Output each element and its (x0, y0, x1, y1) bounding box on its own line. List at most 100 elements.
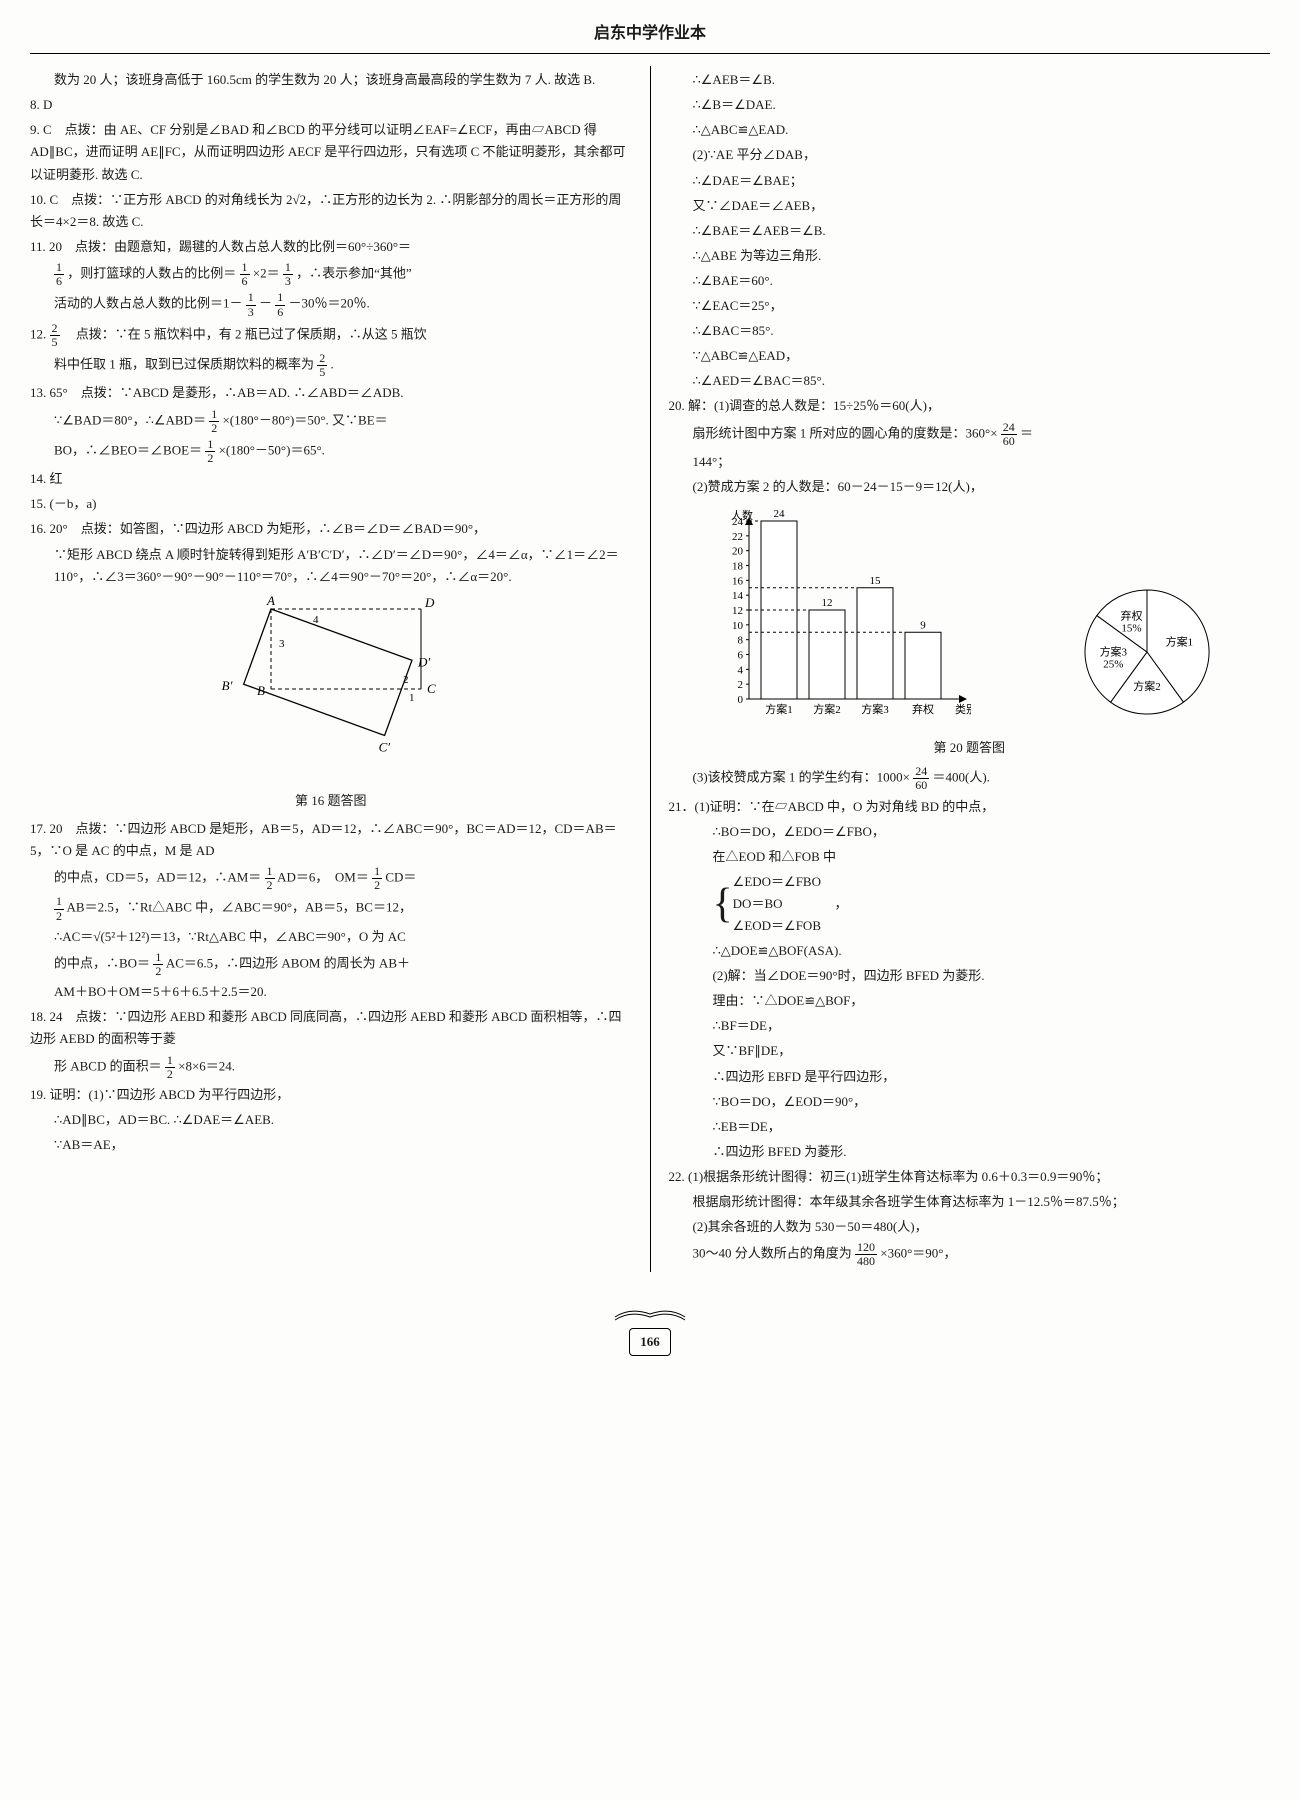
svg-text:B: B (257, 683, 265, 698)
svg-text:15%: 15% (1122, 623, 1142, 635)
text: 点拨：∵在 5 瓶饮料中，有 2 瓶已过了保质期，∴从这 5 瓶饮 (63, 326, 427, 341)
text: ∴四边形 BFED 为菱形. (669, 1141, 1271, 1163)
text: 理由：∵△DOE≌△BOF， (669, 990, 1271, 1012)
pie-chart: 方案1方案2方案325%弃权15% (1067, 577, 1227, 727)
text: 在△EOD 和△FOB 中 (669, 846, 1271, 868)
footer: 166 (30, 1302, 1270, 1356)
figure-20-caption: 第 20 题答图 (669, 737, 1271, 759)
svg-text:方案1: 方案1 (1166, 635, 1194, 649)
fraction: 12 (209, 408, 219, 435)
text: ∴∠BAC＝85°. (669, 320, 1271, 342)
svg-text:16: 16 (732, 575, 744, 587)
text: －30％＝20％. (289, 296, 370, 311)
text: ×8×6＝24. (178, 1058, 235, 1073)
text: ∵∠BAD＝80°，∴∠ABD＝ (54, 412, 206, 427)
text: AM＋BO＋OM＝5＋6＋6.5＋2.5＝20. (30, 981, 632, 1003)
text: ∵矩形 ABCD 绕点 A 顺时针旋转得到矩形 A′B′C′D′，∴∠D′＝∠D… (30, 544, 632, 588)
charts-row: 024681012141618202224人数类别24方案112方案215方案3… (669, 501, 1271, 733)
text: CD＝ (385, 870, 416, 885)
svg-text:D: D (424, 595, 435, 610)
svg-text:25%: 25% (1103, 658, 1123, 670)
fraction: 13 (246, 291, 256, 318)
fraction: 25 (50, 322, 60, 349)
svg-text:D′: D′ (417, 654, 430, 669)
fraction: 2460 (913, 765, 929, 792)
svg-text:1: 1 (409, 692, 415, 704)
svg-text:8: 8 (738, 635, 744, 647)
fraction: 16 (275, 291, 285, 318)
text: ∴AC＝√(5²＋12²)＝13，∵Rt△ABC 中，∠ABC＝90°，O 为 … (30, 926, 632, 948)
svg-text:弃权: 弃权 (912, 702, 934, 716)
bar-chart: 024681012141618202224人数类别24方案112方案215方案3… (711, 507, 971, 727)
brace-icon: { (713, 883, 733, 925)
svg-text:14: 14 (732, 590, 744, 602)
text: 144°； (669, 451, 1271, 473)
text: 13. 65° 点拨：∵ABCD 是菱形，∴AB＝AD. ∴∠ABD＝∠ADB. (30, 382, 632, 404)
svg-text:C: C (427, 681, 436, 696)
text: 的中点，∴BO＝ (54, 956, 150, 971)
fraction: 120480 (855, 1241, 877, 1268)
text: 11. 20 点拨：由题意知，踢毽的人数占总人数的比例＝60°÷360°＝ (30, 236, 632, 258)
svg-text:15: 15 (870, 575, 882, 587)
text: 12. (30, 326, 46, 341)
fraction: 25 (317, 352, 327, 379)
brace-group: { ∠EDO＝∠FBO DO＝BO ， ∠EOD＝∠FOB (669, 871, 1271, 937)
text: ∴△ABC≌△EAD. (669, 119, 1271, 141)
text: 的中点，CD＝5，AD＝12，∴AM＝ 12 AD＝6， OM＝ 12 CD＝ (30, 865, 632, 892)
text: 22. (1)根据条形统计图得：初三(1)班学生体育达标率为 0.6＋0.3＝0… (669, 1166, 1271, 1188)
fraction: 12 (205, 438, 215, 465)
text: 30～40 分人数所占的角度为 (693, 1246, 852, 1261)
text: ∴BF＝DE， (669, 1015, 1271, 1037)
svg-text:24: 24 (774, 508, 786, 520)
text: 30～40 分人数所占的角度为 120480 ×360°＝90°， (669, 1241, 1271, 1268)
text: ，∴表示参加“其他” (296, 266, 412, 281)
text: ＝ (1020, 425, 1033, 440)
svg-text:A: A (266, 594, 275, 608)
svg-text:10: 10 (732, 620, 744, 632)
text: DO＝BO ， (733, 893, 848, 915)
text: ∴∠DAE＝∠BAE； (669, 170, 1271, 192)
text: ∵AB＝AE， (30, 1134, 632, 1156)
text: AC＝6.5，∴四边形 ABOM 的周长为 AB＋ (166, 956, 410, 971)
text: 活动的人数占总人数的比例＝1－ 13 － 16 －30％＝20％. (30, 291, 632, 318)
text: 18. 24 点拨：∵四边形 AEBD 和菱形 ABCD 同底同高，∴四边形 A… (30, 1006, 632, 1050)
svg-text:类别: 类别 (955, 702, 971, 716)
page-number: 166 (629, 1328, 671, 1356)
text: 11. 20 点拨：由题意知，踢毽的人数占总人数的比例＝60°÷360°＝ (30, 239, 411, 254)
text: 12 AB＝2.5，∵Rt△ABC 中，∠ABC＝90°，AB＝5，BC＝12， (30, 895, 632, 922)
text: 扇形统计图中方案 1 所对应的圆心角的度数是：360°× (693, 425, 998, 440)
text: ∴∠AEB＝∠B. (669, 69, 1271, 91)
svg-text:方案3: 方案3 (862, 702, 890, 716)
text: ×(180°－80°)＝50°. 又∵BE＝ (222, 412, 387, 427)
text: 又∵∠DAE＝∠AEB， (669, 195, 1271, 217)
text: ∴EB＝DE， (669, 1116, 1271, 1138)
svg-text:20: 20 (732, 546, 744, 558)
fraction: 12 (165, 1054, 175, 1081)
svg-text:9: 9 (921, 619, 927, 631)
svg-text:4: 4 (738, 664, 744, 676)
svg-text:22: 22 (732, 531, 743, 543)
svg-text:人数: 人数 (731, 509, 753, 522)
svg-text:2: 2 (738, 679, 744, 691)
text: ∵∠BAD＝80°，∴∠ABD＝ 12 ×(180°－80°)＝50°. 又∵B… (30, 408, 632, 435)
text: 料中任取 1 瓶，取到已过保质期饮料的概率为 25 . (30, 352, 632, 379)
text: 形 ABCD 的面积＝ (54, 1058, 162, 1073)
text: 料中任取 1 瓶，取到已过保质期饮料的概率为 (54, 357, 314, 372)
text: (2)解：当∠DOE＝90°时，四边形 BFED 为菱形. (669, 965, 1271, 987)
text: － (259, 296, 272, 311)
page-title: 启东中学作业本 (30, 20, 1270, 54)
text: ∴∠BAE＝60°. (669, 270, 1271, 292)
text: 的中点，CD＝5，AD＝12，∴AM＝ (54, 870, 261, 885)
text: ∴△ABE 为等边三角形. (669, 245, 1271, 267)
text: ＝400(人). (933, 770, 990, 785)
text: ∴BO＝DO，∠EDO＝∠FBO， (669, 821, 1271, 843)
svg-text:12: 12 (822, 597, 833, 609)
text: 8. D (30, 94, 632, 116)
text: 14. 红 (30, 468, 632, 490)
text: 21．(1)证明：∵在▱ABCD 中，O 为对角线 BD 的中点， (669, 796, 1271, 818)
svg-text:4: 4 (313, 614, 319, 626)
text: BO，∴∠BEO＝∠BOE＝ 12 ×(180°－50°)＝65°. (30, 438, 632, 465)
text: AB＝2.5，∵Rt△ABC 中，∠ABC＝90°，AB＝5，BC＝12， (67, 900, 412, 915)
svg-text:0: 0 (738, 694, 744, 706)
svg-text:B′: B′ (221, 678, 232, 693)
